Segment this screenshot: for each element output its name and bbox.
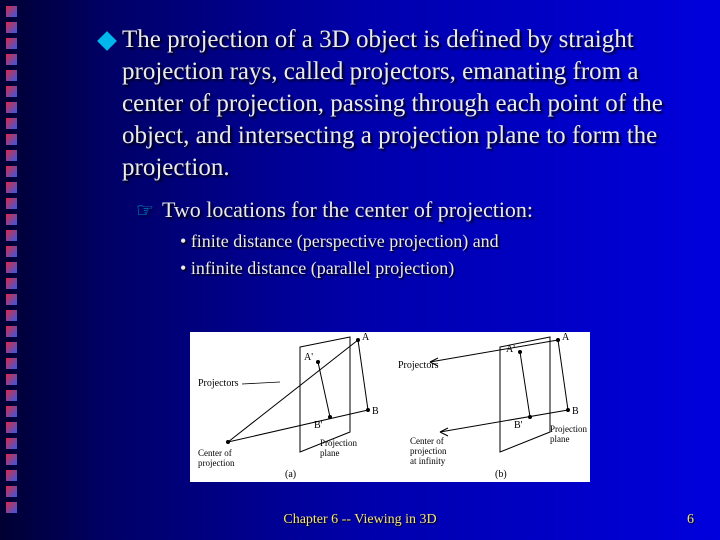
pointer-bullet-icon: ☞ — [136, 198, 154, 225]
label-center-b: Center ofprojectionat infinity — [410, 436, 447, 466]
label-sub-b: (b) — [495, 469, 507, 480]
projection-diagram-svg: A B A' B' Projectors Center ofprojection… — [190, 332, 590, 482]
label-Bprime-a: B' — [314, 420, 323, 431]
decorative-square-column — [6, 6, 17, 513]
label-Bprime-b: B' — [514, 420, 523, 431]
label-A-a: A — [362, 332, 370, 343]
label-B-a: B — [372, 406, 379, 417]
dot-bullet-1: finite distance (perspective projection)… — [180, 231, 680, 252]
label-plane-a: Projectionplane — [320, 438, 357, 458]
dot-bullet-2: infinite distance (parallel projection) — [180, 258, 680, 279]
label-Aprime-b: A' — [506, 344, 515, 355]
sub-bullet: ☞ Two locations for the center of projec… — [136, 196, 680, 225]
label-sub-a: (a) — [285, 469, 296, 480]
label-projectors-a: Projectors — [198, 378, 239, 389]
main-bullet-text: The projection of a 3D object is defined… — [122, 24, 680, 184]
label-projectors-b: Projectors — [398, 360, 439, 371]
label-plane-b: Projectionplane — [550, 424, 587, 444]
label-A-b: A — [562, 332, 570, 343]
main-bullet: The projection of a 3D object is defined… — [100, 24, 680, 184]
diamond-bullet-icon — [97, 31, 117, 51]
footer-text: Chapter 6 -- Viewing in 3D — [0, 512, 720, 528]
label-Aprime-a: A' — [304, 352, 313, 363]
projection-figure: A B A' B' Projectors Center ofprojection… — [190, 332, 590, 482]
label-B-b: B — [572, 406, 579, 417]
sub-bullet-text: Two locations for the center of projecti… — [162, 196, 533, 225]
slide-content: The projection of a 3D object is defined… — [100, 24, 680, 279]
label-center-a: Center ofprojection — [198, 448, 235, 468]
page-number: 6 — [687, 512, 694, 528]
